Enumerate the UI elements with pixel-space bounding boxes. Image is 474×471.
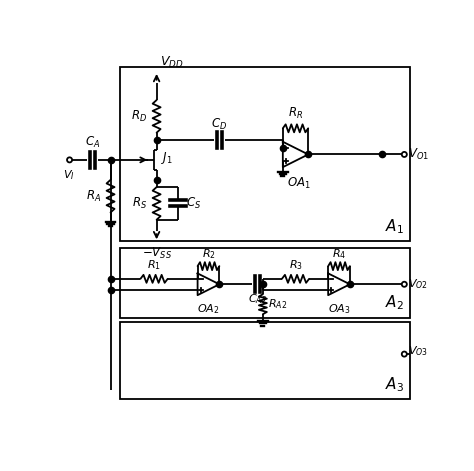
Text: $V_{DD}$: $V_{DD}$ xyxy=(160,55,184,70)
Text: $V_{O3}$: $V_{O3}$ xyxy=(408,345,428,358)
Text: $A_1$: $A_1$ xyxy=(385,217,404,236)
Text: $J_1$: $J_1$ xyxy=(161,150,173,166)
Text: $OA_1$: $OA_1$ xyxy=(287,176,311,191)
Text: $R_2$: $R_2$ xyxy=(201,247,215,261)
Text: $R_{A2}$: $R_{A2}$ xyxy=(268,297,288,311)
Text: $C_D$: $C_D$ xyxy=(211,117,228,132)
Text: $C_S$: $C_S$ xyxy=(186,196,201,211)
Text: $V_I$: $V_I$ xyxy=(63,168,75,182)
Text: $R_S$: $R_S$ xyxy=(132,196,147,211)
Text: $R_4$: $R_4$ xyxy=(332,247,346,261)
Text: $R_D$: $R_D$ xyxy=(131,109,147,124)
Text: $C_{A2}$: $C_{A2}$ xyxy=(248,292,267,306)
Text: $V_{O1}$: $V_{O1}$ xyxy=(408,147,429,162)
Text: $R_A$: $R_A$ xyxy=(85,188,101,203)
Text: $C_A$: $C_A$ xyxy=(85,135,100,150)
Text: $OA_2$: $OA_2$ xyxy=(197,302,220,316)
Text: $R_R$: $R_R$ xyxy=(288,106,303,121)
Text: $A_3$: $A_3$ xyxy=(385,375,404,394)
Bar xyxy=(119,248,410,317)
Text: $V_{O2}$: $V_{O2}$ xyxy=(408,277,428,291)
Bar xyxy=(119,322,410,399)
Text: $A_2$: $A_2$ xyxy=(385,293,404,312)
Bar xyxy=(119,67,410,242)
Text: $-V_{SS}$: $-V_{SS}$ xyxy=(142,246,172,261)
Text: $OA_3$: $OA_3$ xyxy=(328,302,350,316)
Text: $R_1$: $R_1$ xyxy=(147,258,161,272)
Text: $R_3$: $R_3$ xyxy=(289,258,302,272)
